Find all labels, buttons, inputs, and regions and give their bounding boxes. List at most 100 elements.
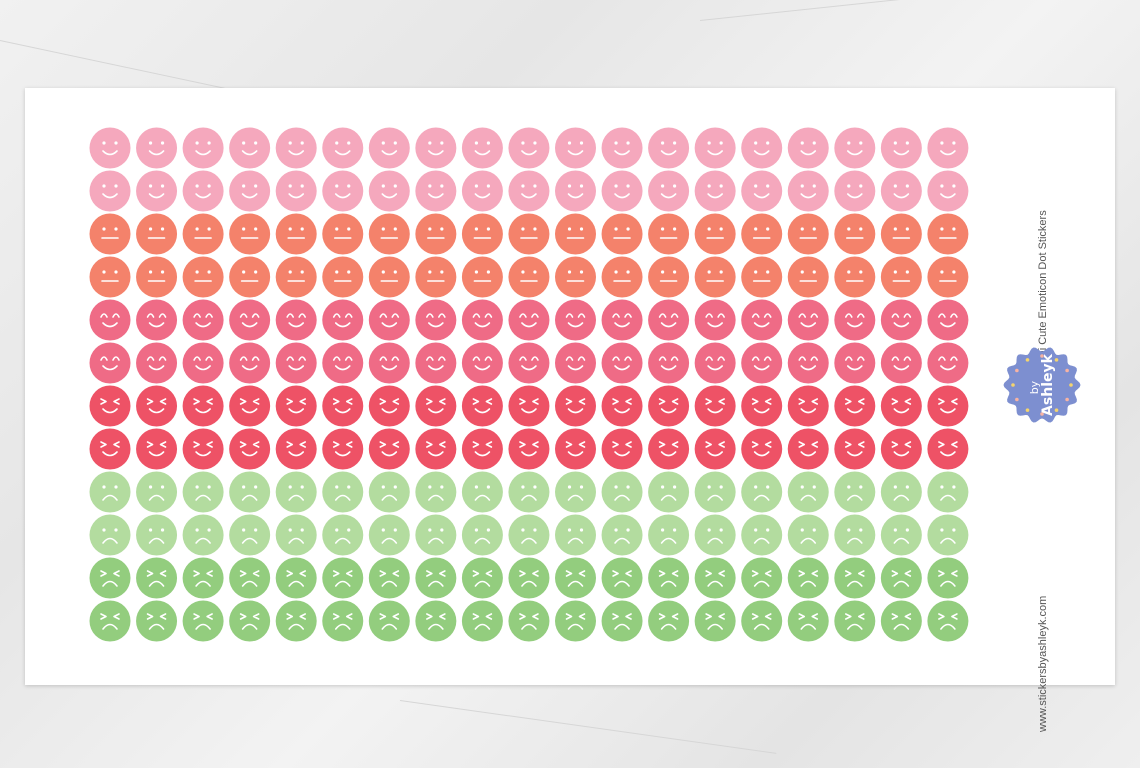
emoticon-sticker-laughing-squint <box>136 385 178 427</box>
emoticon-sticker-sad <box>89 471 131 513</box>
emoticon-sticker-neutral <box>555 213 596 255</box>
emoticon-sticker-neutral <box>787 256 829 298</box>
emoticon-sticker-upset-squint <box>368 600 410 642</box>
emoticon-sticker-neutral <box>229 256 271 298</box>
emoticon-sticker-smile <box>229 127 271 169</box>
emoticon-sticker-smile <box>229 170 271 212</box>
emoticon-sticker-neutral <box>461 256 503 298</box>
emoticon-sticker-upset-squint <box>508 557 550 599</box>
emoticon-sticker-upset-squint <box>508 600 550 642</box>
emoticon-sticker-upset-squint <box>787 557 829 599</box>
emoticon-sticker-upset-squint <box>182 600 224 642</box>
emoticon-sticker-smile <box>927 170 969 212</box>
emoticon-sticker-neutral <box>89 256 131 298</box>
emoticon-sticker-sad <box>182 514 224 556</box>
emoticon-sticker-neutral <box>508 213 550 255</box>
emoticon-sticker-happy-closed-eyes <box>880 342 922 384</box>
emoticon-sticker-happy-closed-eyes <box>741 299 783 341</box>
emoticon-sticker-happy-closed-eyes <box>368 299 410 341</box>
heart-icon <box>1065 368 1069 373</box>
emoticon-sticker-smile <box>182 170 224 212</box>
emoticon-sticker-laughing-squint <box>89 428 131 470</box>
emoticon-sticker-smile <box>136 127 178 169</box>
emoticon-sticker-laughing-squint <box>508 385 550 427</box>
emoticon-sticker-neutral <box>275 256 317 298</box>
emoticon-sticker-smile <box>461 170 503 212</box>
emoticon-sticker-sad <box>555 471 596 513</box>
emoticon-sticker-sad <box>834 514 876 556</box>
emoticon-sticker-laughing-squint <box>461 385 503 427</box>
emoticon-sticker-sad <box>229 471 271 513</box>
emoticon-sticker-sad <box>368 514 410 556</box>
emoticon-sticker-smile <box>415 127 457 169</box>
emoticon-sticker-smile <box>834 170 876 212</box>
emoticon-sticker-sad <box>89 514 131 556</box>
emoticon-sticker-laughing-squint <box>741 428 783 470</box>
emoticon-sticker-smile <box>89 127 131 169</box>
emoticon-sticker-smile <box>927 127 969 169</box>
heart-icon <box>1069 383 1073 387</box>
emoticon-sticker-upset-squint <box>415 557 457 599</box>
emoticon-sticker-sad <box>834 471 876 513</box>
emoticon-sticker-happy-closed-eyes <box>880 299 922 341</box>
emoticon-sticker-laughing-squint <box>275 385 317 427</box>
emoticon-sticker-upset-squint <box>555 557 596 599</box>
emoticon-sticker-sad <box>555 514 596 556</box>
emoticon-sticker-laughing-squint <box>741 385 783 427</box>
emoticon-sticker-neutral <box>601 213 643 255</box>
emoticon-sticker-sad <box>182 471 224 513</box>
sticker-grid <box>89 127 969 642</box>
emoticon-sticker-happy-closed-eyes <box>508 342 550 384</box>
emoticon-sticker-laughing-squint <box>368 385 410 427</box>
emoticon-sticker-upset-squint <box>834 600 876 642</box>
emoticon-sticker-laughing-squint <box>694 385 736 427</box>
emoticon-sticker-sad <box>787 514 829 556</box>
emoticon-sticker-laughing-squint <box>89 385 131 427</box>
emoticon-sticker-neutral <box>741 213 783 255</box>
emoticon-sticker-neutral <box>834 256 876 298</box>
emoticon-sticker-smile <box>322 170 364 212</box>
emoticon-sticker-upset-squint <box>229 600 271 642</box>
emoticon-sticker-laughing-squint <box>880 428 922 470</box>
emoticon-sticker-laughing-squint <box>834 385 876 427</box>
emoticon-sticker-happy-closed-eyes <box>834 342 876 384</box>
emoticon-sticker-sad <box>136 514 178 556</box>
emoticon-sticker-smile <box>741 127 783 169</box>
emoticon-sticker-upset-squint <box>787 600 829 642</box>
emoticon-sticker-smile <box>368 127 410 169</box>
emoticon-sticker-neutral <box>136 213 178 255</box>
emoticon-sticker-happy-closed-eyes <box>834 299 876 341</box>
emoticon-sticker-upset-squint <box>880 557 922 599</box>
emoticon-sticker-sad <box>880 471 922 513</box>
emoticon-sticker-happy-closed-eyes <box>229 299 271 341</box>
emoticon-sticker-happy-closed-eyes <box>508 299 550 341</box>
emoticon-sticker-happy-closed-eyes <box>415 342 457 384</box>
emoticon-sticker-sad <box>927 471 969 513</box>
emoticon-sticker-happy-closed-eyes <box>415 299 457 341</box>
emoticon-sticker-laughing-squint <box>601 428 643 470</box>
emoticon-sticker-laughing-squint <box>182 385 224 427</box>
emoticon-sticker-neutral <box>694 256 736 298</box>
emoticon-sticker-smile <box>694 127 736 169</box>
emoticon-sticker-happy-closed-eyes <box>787 299 829 341</box>
emoticon-sticker-upset-squint <box>275 600 317 642</box>
emoticon-sticker-happy-closed-eyes <box>694 299 736 341</box>
emoticon-sticker-laughing-squint <box>182 428 224 470</box>
emoticon-sticker-upset-squint <box>461 557 503 599</box>
emoticon-sticker-happy-closed-eyes <box>461 342 503 384</box>
emoticon-sticker-sad <box>880 514 922 556</box>
emoticon-sticker-upset-squint <box>555 600 596 642</box>
emoticon-sticker-laughing-squint <box>415 428 457 470</box>
emoticon-sticker-neutral <box>787 213 829 255</box>
emoticon-sticker-upset-squint <box>229 557 271 599</box>
emoticon-sticker-happy-closed-eyes <box>461 299 503 341</box>
emoticon-sticker-sad <box>322 471 364 513</box>
emoticon-sticker-smile <box>508 127 550 169</box>
emoticon-sticker-sad <box>461 471 503 513</box>
emoticon-sticker-sad <box>787 471 829 513</box>
emoticon-sticker-laughing-squint <box>368 428 410 470</box>
emoticon-sticker-laughing-squint <box>461 428 503 470</box>
emoticon-sticker-happy-closed-eyes <box>741 342 783 384</box>
emoticon-sticker-happy-closed-eyes <box>89 299 131 341</box>
emoticon-sticker-upset-squint <box>415 600 457 642</box>
